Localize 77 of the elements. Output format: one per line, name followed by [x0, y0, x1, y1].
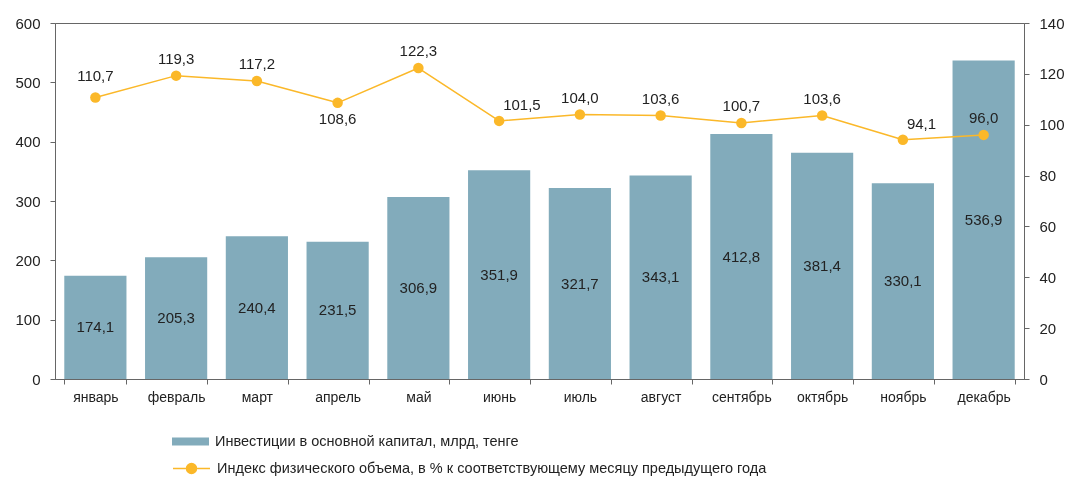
- y2-tick-label: 140: [1039, 14, 1065, 32]
- y2-tick-label: 120: [1039, 65, 1065, 83]
- bar: [468, 170, 531, 379]
- y-tick-label: 400: [15, 133, 41, 151]
- bar: [64, 275, 127, 379]
- x-tick-label: октябрь: [797, 388, 849, 405]
- data-label: 104,0: [561, 88, 599, 106]
- y-tick-label: 500: [15, 73, 41, 91]
- x-tick-label: декабрь: [957, 388, 1011, 405]
- y2-tick-label: 60: [1039, 217, 1057, 235]
- point: [736, 117, 747, 129]
- data-label: 119,3: [157, 49, 195, 67]
- y-tick-label: 0: [32, 370, 41, 388]
- y-tick-label: 600: [15, 14, 41, 32]
- point: [170, 70, 182, 81]
- data-label: 381,4: [803, 256, 841, 274]
- bar: [548, 188, 611, 379]
- data-label: 100,7: [722, 96, 761, 114]
- x-tick-label: март: [241, 388, 274, 405]
- x-tick-label: апрель: [315, 388, 362, 405]
- y2-tick-label: 40: [1039, 268, 1057, 286]
- data-label: 231,5: [318, 301, 357, 319]
- data-label: 122,3: [399, 42, 438, 60]
- bar: [791, 152, 854, 379]
- data-label: 103,6: [641, 89, 680, 107]
- point: [816, 110, 828, 121]
- point: [90, 92, 101, 103]
- point: [574, 109, 586, 120]
- data-label: 240,4: [238, 298, 276, 316]
- data-label: 306,9: [399, 278, 438, 296]
- y-tick-label: 100: [15, 311, 41, 329]
- data-label: 321,7: [561, 274, 599, 292]
- point: [332, 97, 343, 109]
- y2-tick-label: 20: [1039, 319, 1057, 337]
- y2-tick-label: 100: [1039, 116, 1065, 134]
- x-tick-label: сентябрь: [712, 388, 772, 405]
- x-tick-label: январь: [73, 388, 119, 405]
- point: [493, 115, 505, 127]
- point: [978, 129, 989, 141]
- point: [655, 110, 666, 121]
- x-tick-label: август: [640, 388, 682, 405]
- x-tick-label: февраль: [147, 388, 206, 405]
- legend-label: Инвестиции в основной капитал, млрд, тенге: [215, 432, 519, 449]
- data-label: 101,5: [503, 95, 541, 113]
- bar: [952, 60, 1015, 379]
- data-label: 94,1: [906, 114, 937, 132]
- y2-tick-label: 0: [1039, 370, 1048, 388]
- y-tick-label: 200: [15, 251, 41, 269]
- bar: [629, 175, 692, 379]
- data-label: 117,2: [238, 54, 276, 72]
- legend-label: Индекс физического объема, в % к соответствующему месяцу предыдущего года: [217, 459, 768, 476]
- y2-tick-label: 80: [1039, 167, 1057, 185]
- data-label: 205,3: [157, 309, 195, 327]
- x-tick-label: июль: [563, 388, 598, 405]
- data-label: 343,1: [641, 268, 680, 286]
- data-label: 108,6: [318, 109, 357, 127]
- x-tick-label: июнь: [482, 388, 517, 405]
- data-label: 174,1: [76, 318, 115, 336]
- data-label: 351,9: [480, 265, 518, 283]
- data-label: 330,1: [884, 272, 922, 290]
- data-label: 412,8: [722, 247, 761, 265]
- bar: [306, 241, 369, 379]
- y-tick-label: 300: [15, 192, 41, 210]
- bar: [225, 236, 288, 379]
- point: [413, 62, 424, 74]
- data-label: 110,7: [77, 66, 114, 84]
- point: [897, 134, 909, 145]
- point: [251, 75, 263, 87]
- bar: [387, 196, 450, 379]
- data-label: 96,0: [969, 108, 999, 126]
- bar: [710, 134, 773, 379]
- x-tick-label: май: [406, 388, 432, 405]
- bar: [871, 183, 934, 379]
- data-label: 536,9: [964, 210, 1003, 228]
- x-tick-label: ноябрь: [880, 388, 927, 405]
- data-label: 103,6: [803, 89, 841, 107]
- bar: [145, 257, 208, 379]
